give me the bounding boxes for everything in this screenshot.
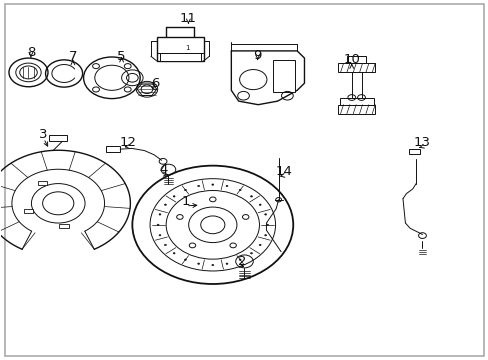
Bar — [159, 53, 200, 61]
Text: 14: 14 — [276, 165, 292, 177]
Circle shape — [159, 214, 161, 215]
Bar — [346, 56, 366, 63]
Circle shape — [266, 224, 268, 225]
Text: 11: 11 — [180, 12, 197, 25]
Circle shape — [157, 224, 159, 225]
Circle shape — [264, 214, 266, 215]
Text: 13: 13 — [413, 136, 430, 149]
Circle shape — [239, 259, 241, 260]
Circle shape — [173, 196, 175, 197]
Circle shape — [159, 234, 161, 236]
Text: 10: 10 — [343, 53, 360, 66]
Circle shape — [225, 185, 227, 187]
Bar — [23, 209, 33, 213]
Text: 5: 5 — [117, 50, 125, 63]
Circle shape — [250, 253, 252, 254]
Bar — [337, 63, 374, 72]
Bar — [59, 224, 68, 228]
Circle shape — [250, 196, 252, 197]
Circle shape — [264, 234, 266, 236]
Circle shape — [259, 204, 261, 206]
Bar — [105, 146, 120, 152]
Circle shape — [173, 253, 175, 254]
Circle shape — [239, 189, 241, 191]
Bar — [339, 98, 373, 105]
Text: 1: 1 — [185, 45, 189, 51]
Text: 7: 7 — [68, 50, 77, 63]
Circle shape — [184, 189, 186, 191]
Circle shape — [197, 185, 199, 187]
Text: 1: 1 — [182, 195, 190, 208]
Text: 8: 8 — [27, 46, 35, 59]
Bar — [272, 60, 294, 92]
Circle shape — [259, 244, 261, 246]
Circle shape — [225, 263, 227, 264]
Bar — [49, 135, 67, 140]
Circle shape — [184, 259, 186, 260]
Circle shape — [164, 244, 166, 246]
Text: 12: 12 — [120, 136, 137, 149]
Text: 4: 4 — [160, 163, 168, 176]
Text: 9: 9 — [253, 49, 261, 62]
Circle shape — [164, 204, 166, 206]
Circle shape — [197, 263, 199, 264]
Circle shape — [211, 184, 213, 185]
Text: 2: 2 — [237, 255, 246, 268]
Bar — [157, 37, 203, 61]
Text: 6: 6 — [151, 77, 160, 90]
Bar — [408, 149, 419, 154]
Text: 3: 3 — [39, 127, 48, 141]
Bar — [38, 181, 47, 185]
Bar — [337, 105, 374, 114]
Circle shape — [211, 264, 213, 266]
